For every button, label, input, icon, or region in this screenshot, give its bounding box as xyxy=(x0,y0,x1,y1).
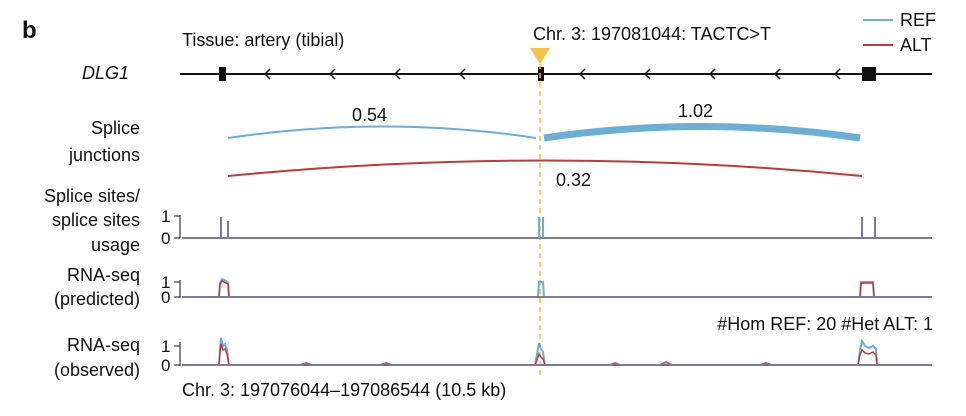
genotype-counts: #Hom REF: 20 #Het ALT: 1 xyxy=(717,314,933,334)
row-labels: Splice junctions Splice sites/ splice si… xyxy=(44,118,140,380)
junctions-label-line2: junctions xyxy=(68,145,140,165)
strand-chevron-icon xyxy=(393,68,401,80)
predicted-label-line2: (predicted) xyxy=(54,289,140,309)
observed-alt-trace xyxy=(182,343,932,366)
sites-tick-1: 1 xyxy=(161,207,170,226)
exon-2 xyxy=(538,67,544,81)
predicted-tick-1: 1 xyxy=(161,273,170,292)
junction-value-ref-right: 1.02 xyxy=(678,101,713,121)
splice-junctions: 0.54 1.02 0.32 xyxy=(227,101,863,190)
strand-chevron-icon xyxy=(263,68,271,80)
variant-label: Chr. 3: 197081044: TACTC>T xyxy=(533,24,771,44)
observed-ref-trace xyxy=(182,337,932,366)
observed-label-line1: RNA-seq xyxy=(67,335,140,355)
gene-name: DLG1 xyxy=(82,63,129,83)
junction-arc-ref-left xyxy=(227,125,537,139)
sites-label-line3: usage xyxy=(91,235,140,255)
legend: REF ALT xyxy=(863,10,936,55)
predicted-tick-0: 0 xyxy=(161,288,170,307)
sites-label-line2: splice sites xyxy=(52,210,140,230)
junction-arc-ref-right xyxy=(543,123,861,142)
sites-label-line1: Splice sites/ xyxy=(44,186,140,206)
strand-chevron-icon xyxy=(578,68,586,80)
junctions-label-line1: Splice xyxy=(91,118,140,138)
junction-arc-alt xyxy=(227,159,863,177)
strand-chevrons xyxy=(263,68,841,80)
tissue-label: Tissue: artery (tibial) xyxy=(182,30,344,50)
predicted-label-line1: RNA-seq xyxy=(67,265,140,285)
strand-chevron-icon xyxy=(643,68,651,80)
observed-label-line2: (observed) xyxy=(54,360,140,380)
observed-baseline xyxy=(182,360,932,366)
rnaseq-observed-track xyxy=(182,337,932,366)
strand-chevron-icon xyxy=(833,68,841,80)
strand-chevron-icon xyxy=(458,68,466,80)
exon-3 xyxy=(862,67,876,81)
observed-tick-0: 0 xyxy=(161,356,170,375)
observed-tick-1: 1 xyxy=(161,337,170,356)
legend-alt-label: ALT xyxy=(900,35,932,55)
sites-tick-0: 0 xyxy=(161,229,170,248)
panel-label: b xyxy=(22,17,37,44)
gene-model xyxy=(180,67,932,81)
splice-sites-track xyxy=(182,217,932,239)
predicted-alt-trace xyxy=(182,280,932,298)
strand-chevron-icon xyxy=(708,68,716,80)
predicted-ref-trace xyxy=(182,277,932,298)
junction-value-ref-left: 0.54 xyxy=(352,105,387,125)
junction-value-alt: 0.32 xyxy=(556,170,591,190)
rnaseq-predicted-track xyxy=(182,277,932,298)
strand-chevron-icon xyxy=(328,68,336,80)
track-axes: 1 0 1 0 1 0 xyxy=(161,207,181,375)
exon-1 xyxy=(219,67,226,81)
legend-ref-label: REF xyxy=(900,10,936,30)
genomic-coordinates: Chr. 3: 197076044–197086544 (10.5 kb) xyxy=(182,380,506,400)
variant-marker xyxy=(530,48,550,64)
strand-chevron-icon xyxy=(773,68,781,80)
